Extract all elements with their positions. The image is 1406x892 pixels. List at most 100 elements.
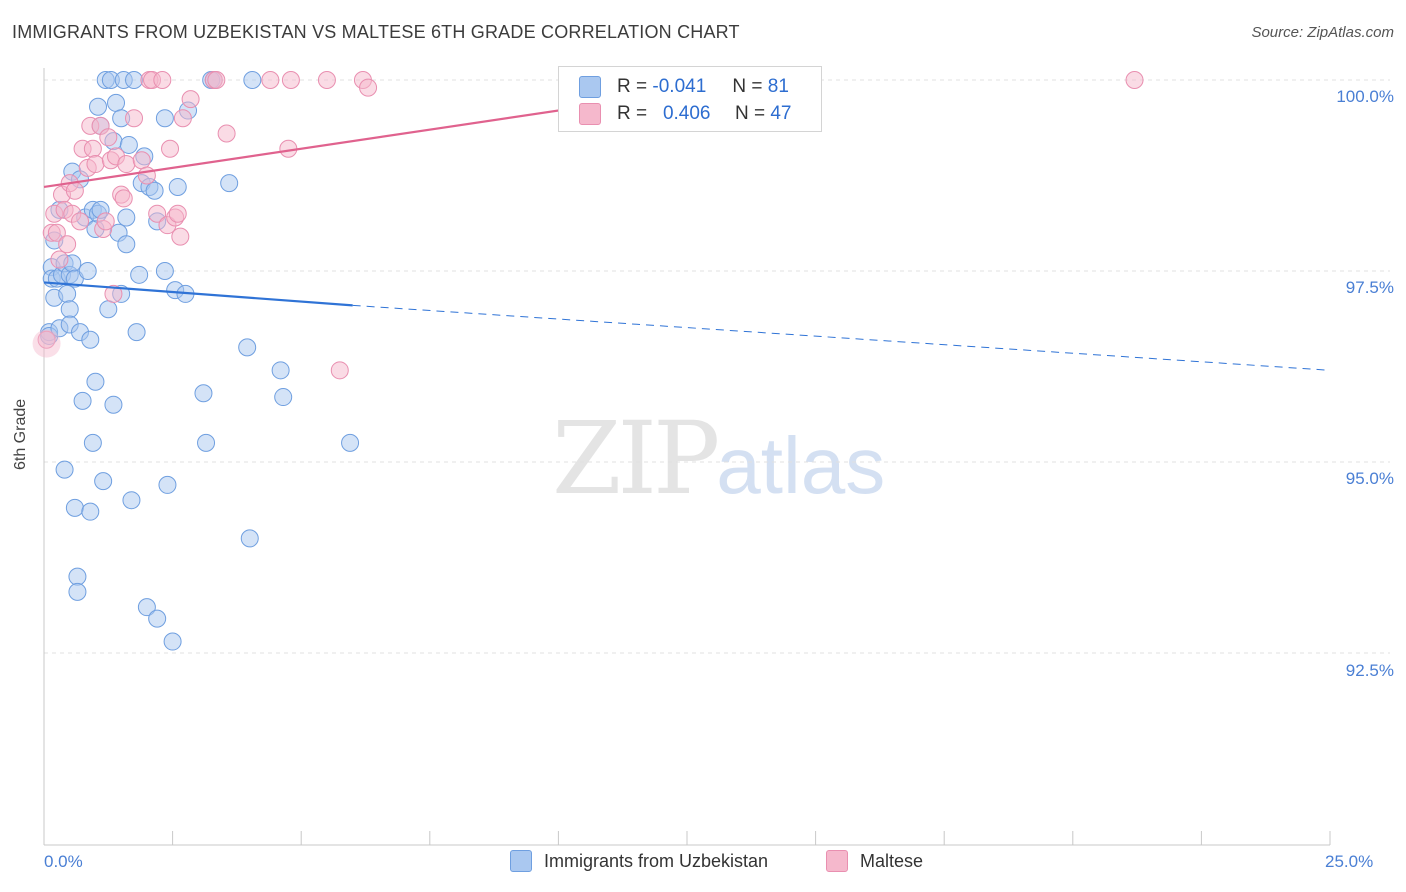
r-value: -0.041: [652, 76, 707, 97]
data-point: [68, 582, 87, 601]
r-label: R =: [617, 103, 648, 124]
data-point: [58, 284, 77, 303]
data-point: [330, 361, 349, 380]
data-point: [207, 71, 226, 89]
r-value: 0.406: [662, 103, 711, 124]
n-value: 81: [767, 76, 789, 97]
x-tick-label: 25.0%: [1325, 852, 1374, 871]
data-point: [217, 124, 236, 143]
data-point: [104, 395, 123, 414]
watermark: ZIPatlas: [552, 400, 885, 517]
data-point: [155, 262, 174, 280]
data-point: [243, 71, 262, 89]
legend-row-maltese: R = 0.406 N = 47: [579, 101, 791, 127]
data-point: [99, 300, 118, 319]
data-point: [68, 567, 87, 586]
data-point: [161, 139, 180, 158]
legend-row-uzbekistan: R = -0.041 N = 81: [579, 74, 789, 100]
data-point: [158, 475, 177, 494]
data-point: [148, 204, 167, 223]
data-point: [119, 135, 138, 154]
axes: [43, 68, 1331, 846]
n-value: 47: [770, 103, 792, 124]
data-point: [137, 166, 156, 185]
data-point: [194, 384, 213, 403]
legend-label: Maltese: [860, 850, 924, 871]
data-point: [125, 109, 144, 128]
data-point: [37, 330, 56, 349]
y-tick-label: 95.0%: [1345, 469, 1394, 488]
data-point: [73, 391, 92, 410]
data-point: [173, 109, 192, 128]
data-point: [261, 71, 280, 89]
legend-swatch-pink: [579, 103, 601, 125]
data-point: [83, 139, 102, 158]
data-point: [117, 235, 136, 254]
data-point: [171, 227, 190, 246]
x-tick-label: 0.0%: [44, 852, 83, 871]
data-point: [83, 433, 102, 452]
trend-extension-uzbekistan: [352, 304, 1331, 371]
data-point: [181, 90, 200, 109]
legend-swatch-pink: [826, 850, 848, 872]
correlation-legend: R = -0.041 N = 81 R = 0.406 N = 47: [558, 66, 822, 132]
data-point: [94, 472, 113, 491]
data-point: [71, 212, 90, 231]
data-point: [153, 71, 172, 89]
data-point: [58, 235, 77, 254]
data-point: [86, 372, 105, 391]
data-point: [89, 97, 108, 116]
data-point: [240, 529, 259, 548]
data-point: [99, 128, 118, 147]
y-tick-label: 100.0%: [1336, 87, 1394, 106]
trend-line-uzbekistan: [43, 281, 353, 307]
data-point: [81, 502, 100, 521]
data-point: [117, 155, 136, 174]
source-label: Source: ZipAtlas.com: [1251, 24, 1394, 41]
data-point: [50, 250, 69, 269]
data-point: [132, 151, 151, 170]
uzbekistan-points: [40, 71, 360, 651]
data-point: [168, 177, 187, 196]
legend-item-maltese[interactable]: Maltese: [826, 850, 923, 872]
chart-title: IMMIGRANTS FROM UZBEKISTAN VS MALTESE 6T…: [12, 22, 740, 42]
data-point: [104, 284, 123, 303]
data-point: [122, 491, 141, 510]
series-legend: Immigrants from Uzbekistan Maltese: [0, 850, 1406, 878]
y-axis-label: 6th Grade: [12, 398, 29, 470]
data-point: [271, 361, 290, 380]
data-point: [1125, 71, 1144, 89]
data-point: [78, 262, 97, 280]
n-label: N =: [732, 76, 763, 97]
legend-item-uzbekistan[interactable]: Immigrants from Uzbekistan: [510, 850, 768, 872]
data-point: [65, 181, 84, 200]
y-tick-label: 92.5%: [1345, 661, 1394, 680]
legend-label: Immigrants from Uzbekistan: [544, 850, 769, 871]
data-point: [47, 223, 66, 242]
legend-swatch-blue: [579, 76, 601, 98]
data-point: [155, 109, 174, 128]
n-label: N =: [734, 103, 766, 124]
data-point: [60, 300, 79, 319]
data-point: [81, 330, 100, 349]
data-point: [107, 93, 126, 112]
data-point: [281, 71, 300, 89]
data-point: [125, 71, 144, 89]
data-point: [148, 609, 167, 628]
maltese-points: [32, 71, 1144, 380]
watermark-atlas: atlas: [716, 421, 886, 510]
data-point: [127, 323, 146, 342]
data-point: [114, 189, 133, 208]
data-point: [137, 598, 156, 617]
data-point: [86, 155, 105, 174]
data-point: [197, 433, 216, 452]
data-point: [130, 265, 149, 284]
data-point: [163, 632, 182, 651]
data-point: [274, 388, 293, 407]
data-point: [55, 460, 74, 479]
data-point: [168, 204, 187, 223]
y-tick-label: 97.5%: [1345, 278, 1394, 297]
data-point: [117, 208, 136, 227]
data-point: [317, 71, 336, 89]
